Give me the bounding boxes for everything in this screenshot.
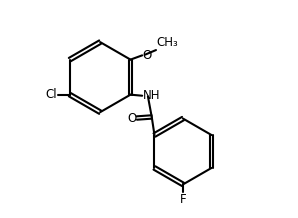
Text: CH₃: CH₃ — [157, 36, 179, 49]
Text: Cl: Cl — [46, 88, 58, 101]
Text: O: O — [127, 112, 136, 124]
Text: NH: NH — [143, 89, 161, 102]
Text: F: F — [180, 193, 186, 206]
Text: O: O — [142, 49, 152, 62]
